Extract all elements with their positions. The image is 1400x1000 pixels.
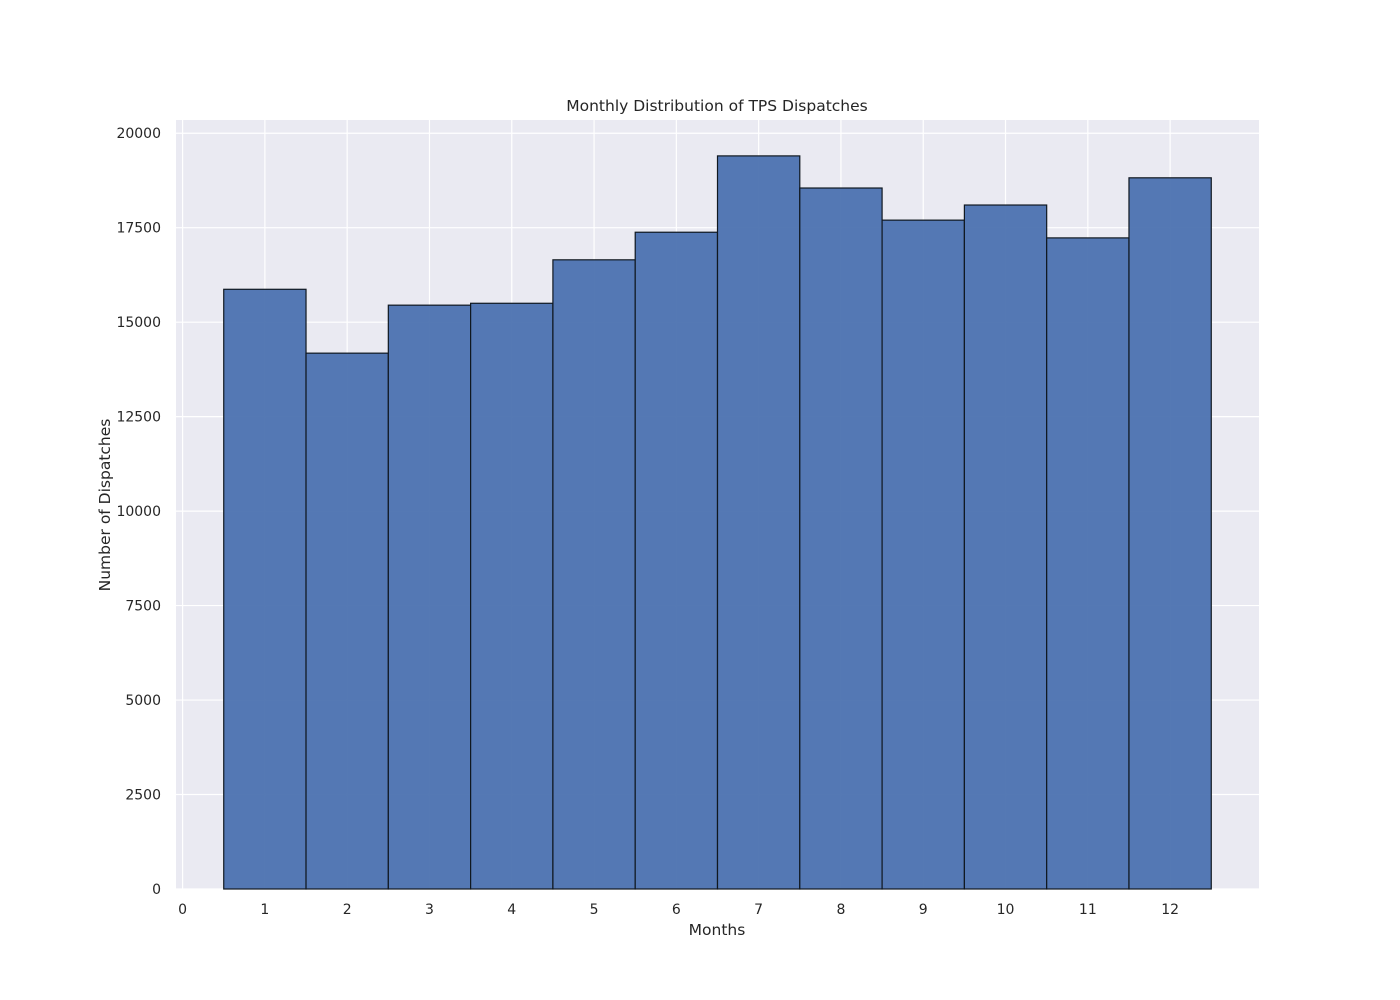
x-tick-label-2: 2	[343, 902, 352, 918]
y-tick-label-17500: 17500	[116, 221, 161, 237]
x-tick-labels: 0 1 2 3 4 5 6 7 8 9 10 11 12	[178, 902, 1179, 918]
x-tick-label-5: 5	[590, 902, 599, 918]
y-tick-label-10000: 10000	[116, 504, 161, 520]
bar-month-5	[552, 259, 636, 890]
x-tick-label-11: 11	[1079, 902, 1097, 918]
x-tick-label-7: 7	[754, 902, 763, 918]
bar-month-1	[223, 288, 307, 890]
bar-month-2	[305, 352, 389, 890]
x-tick-label-9: 9	[919, 902, 928, 918]
x-tick-label-8: 8	[836, 902, 845, 918]
y-axis-label: Number of Dispatches	[96, 419, 114, 592]
x-tick-label-4: 4	[507, 902, 516, 918]
x-tick-label-6: 6	[672, 902, 681, 918]
y-tick-label-7500: 7500	[125, 599, 161, 615]
y-tick-label-12500: 12500	[116, 410, 161, 426]
y-tick-label-2500: 2500	[125, 788, 161, 804]
x-tick-label-1: 1	[260, 902, 269, 918]
bar-month-3	[387, 304, 472, 890]
x-tick-label-3: 3	[425, 902, 434, 918]
y-tick-label-5000: 5000	[125, 693, 161, 709]
y-tick-labels: 0 2500 5000 7500 10000 12500 15000 17500 20000	[116, 126, 161, 898]
x-tick-label-0: 0	[178, 902, 187, 918]
bar-month-8	[799, 187, 883, 890]
y-tick-label-20000: 20000	[116, 126, 161, 142]
x-tick-label-12: 12	[1161, 902, 1179, 918]
bar-month-9	[881, 219, 965, 890]
x-axis-label: Months	[689, 921, 746, 939]
bar-month-6	[634, 231, 719, 890]
y-tick-label-15000: 15000	[116, 315, 161, 331]
bar-month-10	[963, 204, 1048, 890]
y-tick-label-0: 0	[152, 882, 161, 898]
bar-month-12	[1128, 177, 1212, 890]
x-tick-label-10: 10	[997, 902, 1015, 918]
bars	[223, 155, 1212, 890]
bar-month-11	[1046, 237, 1130, 890]
bar-month-4	[470, 302, 554, 890]
bar-month-7	[716, 155, 801, 890]
chart-title: Monthly Distribution of TPS Dispatches	[566, 97, 867, 115]
